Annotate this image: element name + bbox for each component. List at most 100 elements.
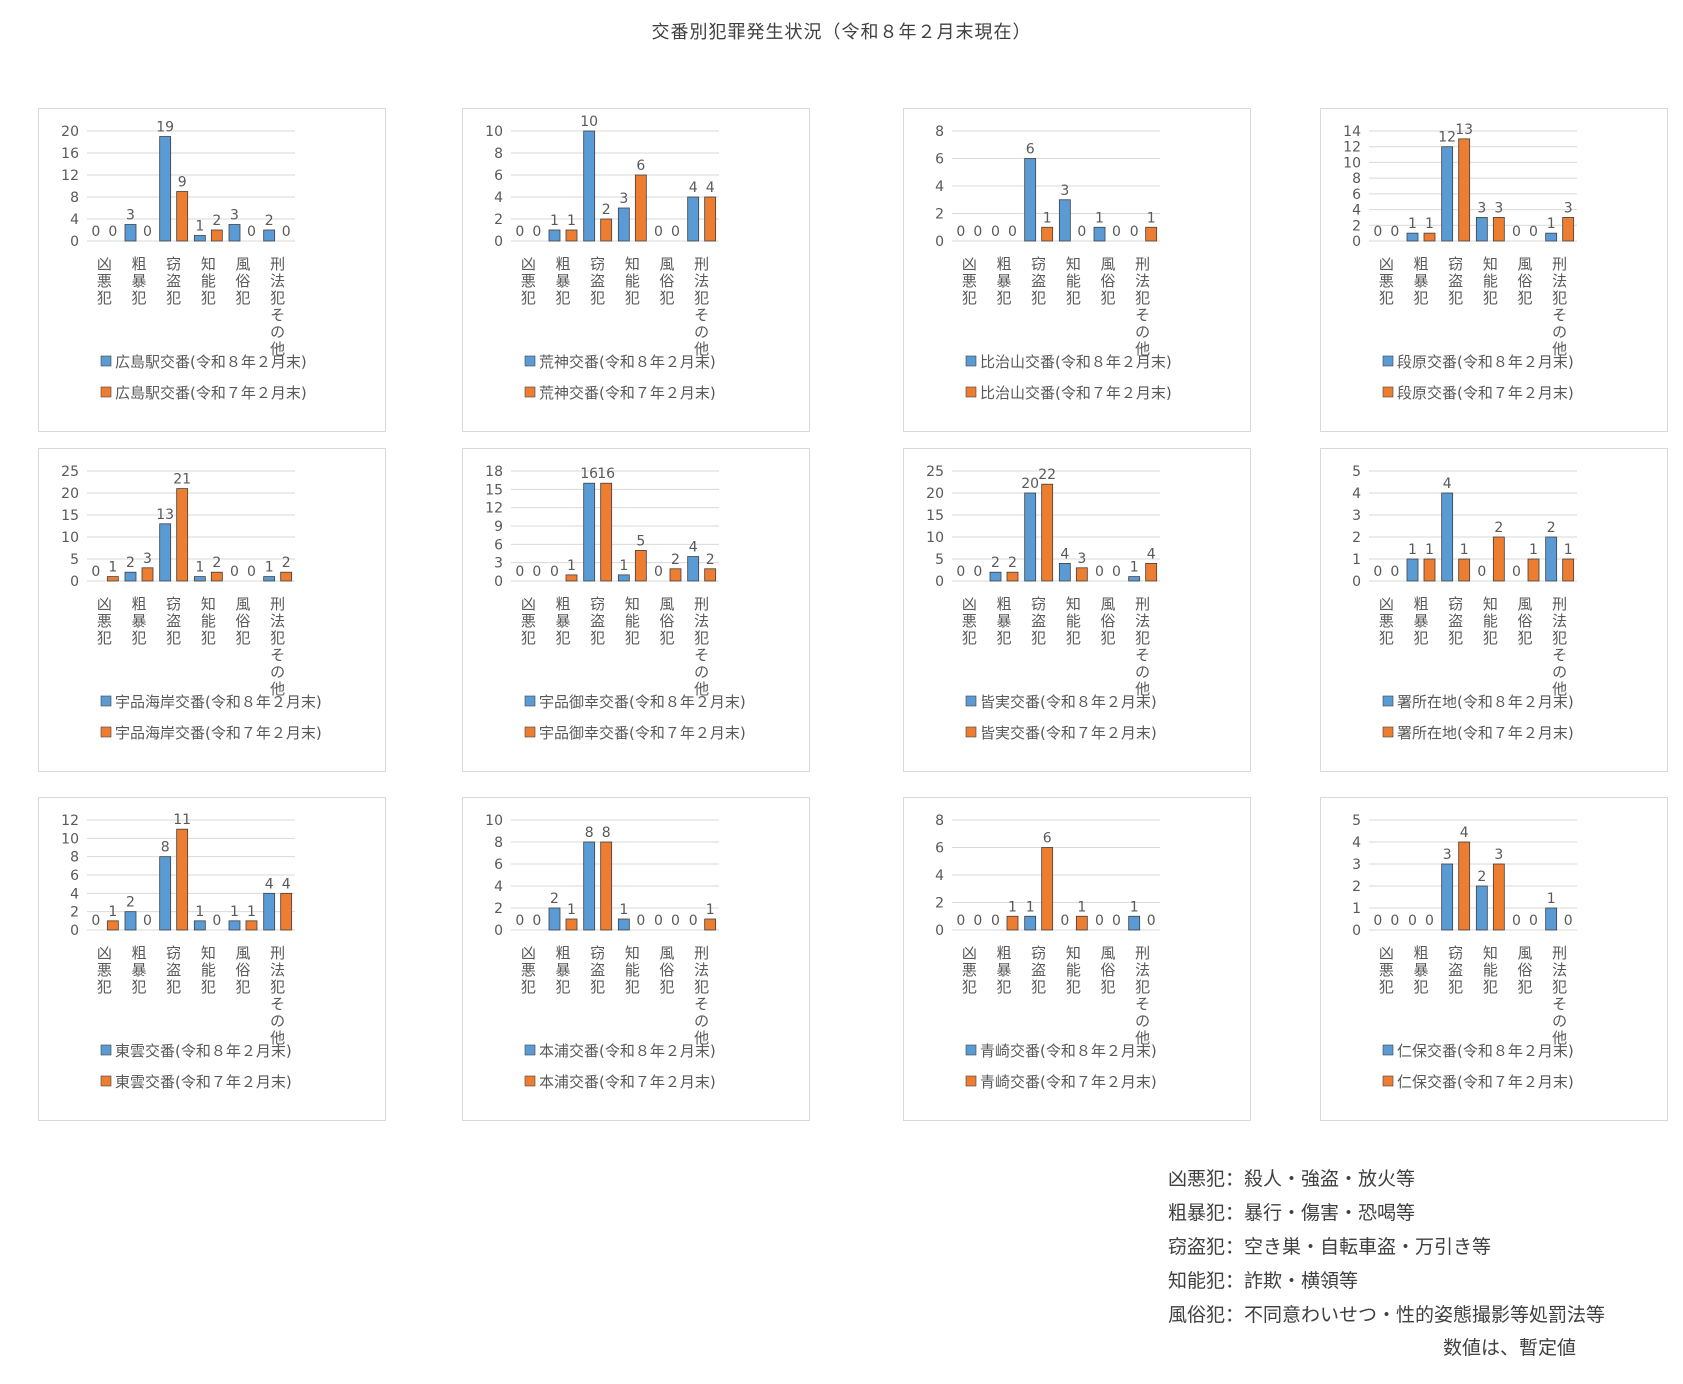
y-tick-label: 16 — [61, 146, 79, 162]
y-tick-label: 2 — [935, 207, 944, 223]
bar-previous — [176, 828, 189, 931]
bar-previous — [704, 196, 717, 242]
data-label: 12 — [1438, 130, 1456, 146]
legend-label: 宇品海岸交番(令和７年２月末) — [115, 724, 322, 742]
y-tick-label: 20 — [61, 486, 79, 502]
bar-current — [548, 907, 561, 931]
data-label: 2 — [265, 213, 274, 229]
category-label: 風俗犯 — [659, 944, 674, 996]
category-label: 風俗犯 — [1517, 595, 1532, 647]
bar-previous — [600, 841, 613, 931]
data-label: 3 — [1077, 551, 1086, 567]
bar-previous — [106, 576, 119, 582]
data-label: 1 — [1095, 210, 1104, 226]
y-tick-label: 5 — [1352, 813, 1361, 829]
data-label: 1 — [108, 904, 117, 920]
legend-swatch-current — [965, 1044, 977, 1056]
data-label: 1 — [1147, 210, 1156, 226]
legend-label: 仁保交番(令和７年２月末) — [1397, 1073, 1574, 1091]
category-label: 凶悪犯 — [97, 944, 112, 996]
bar-current — [1093, 226, 1106, 242]
data-label: 0 — [654, 224, 663, 240]
data-label: 1 — [247, 904, 256, 920]
bar-current — [228, 920, 241, 931]
data-label: 0 — [1408, 913, 1417, 929]
data-label: 4 — [1443, 476, 1452, 492]
data-label: 10 — [580, 114, 598, 130]
data-label: 1 — [1425, 542, 1434, 558]
legend-label: 皆実交番(令和７年２月末) — [980, 724, 1157, 742]
category-label: 知能犯 — [201, 944, 216, 996]
legend-swatch-current — [524, 355, 536, 367]
data-label: 1 — [1077, 899, 1086, 915]
bar-previous — [1492, 536, 1505, 582]
category-label: 知能犯 — [1066, 595, 1081, 647]
bar-previous — [600, 482, 613, 582]
bar-current — [263, 229, 276, 242]
y-tick-label: 3 — [494, 556, 503, 572]
chart-panel: 0 4 8 12 16 20 0 0 凶悪犯 3 0 粗暴犯 19 9 窃盗犯 1 2 知能犯 3 0 風俗犯 2 0 刑法犯… — [38, 108, 386, 432]
bar-current — [228, 224, 241, 242]
bar-current — [583, 841, 596, 931]
y-tick-label: 6 — [935, 152, 944, 168]
data-label: 4 — [1460, 825, 1469, 841]
data-label: 0 — [143, 913, 152, 929]
data-label: 0 — [1529, 913, 1538, 929]
data-label: 11 — [173, 812, 191, 828]
data-label: 2 — [1547, 520, 1556, 536]
category-label: 知能犯 — [201, 255, 216, 307]
y-tick-label: 1 — [1352, 552, 1361, 568]
y-tick-label: 0 — [494, 234, 503, 250]
data-label: 0 — [282, 224, 291, 240]
y-tick-label: 6 — [494, 168, 503, 184]
legend-label: 宇品御幸交番(令和７年２月末) — [539, 724, 746, 742]
data-label: 1 — [1425, 216, 1434, 232]
y-tick-label: 8 — [70, 850, 79, 866]
page-title: 交番別犯罪発生状況（令和８年２月末現在） — [651, 22, 1032, 43]
data-label: 2 — [126, 555, 135, 571]
bar-previous — [1006, 915, 1019, 931]
legend-swatch-previous — [524, 386, 536, 398]
category-label: 窃盗犯 — [1448, 944, 1463, 996]
category-label: 粗暴犯 — [996, 944, 1011, 996]
y-tick-label: 8 — [935, 124, 944, 140]
data-label: 0 — [671, 913, 680, 929]
bar-current — [124, 571, 137, 582]
y-tick-label: 4 — [1352, 835, 1361, 851]
data-label: 3 — [1494, 200, 1503, 216]
bar-previous — [280, 571, 293, 582]
legend-label: 本浦交番(令和８年２月末) — [539, 1042, 716, 1060]
data-label: 1 — [567, 213, 576, 229]
data-label: 0 — [1529, 224, 1538, 240]
category-label: 刑法犯その他 — [1135, 944, 1150, 1047]
category-label: 凶悪犯 — [97, 595, 112, 647]
data-label: 1 — [1547, 216, 1556, 232]
y-tick-label: 0 — [494, 923, 503, 939]
y-tick-label: 10 — [926, 530, 944, 546]
data-label: 0 — [1390, 913, 1399, 929]
legend-label: 宇品海岸交番(令和８年２月末) — [115, 693, 322, 711]
data-label: 0 — [973, 913, 982, 929]
category-label: 窃盗犯 — [590, 255, 605, 307]
category-label: 風俗犯 — [235, 595, 250, 647]
bar-current — [1058, 563, 1071, 582]
y-tick-label: 1 — [1352, 901, 1361, 917]
data-label: 3 — [1564, 200, 1573, 216]
bar-previous — [1423, 558, 1436, 582]
bar-previous — [1006, 571, 1019, 582]
bar-current — [1128, 915, 1141, 931]
data-label: 0 — [1512, 913, 1521, 929]
chart-panel: 0 2 4 6 8 10 12 14 0 0 凶悪犯 1 1 粗暴犯 12 13 窃盗犯 3 3 知能犯 0 0 風俗犯 1 3… — [1320, 108, 1668, 432]
category-label: 凶悪犯 — [1379, 255, 1394, 307]
y-tick-label: 4 — [1352, 486, 1361, 502]
bar-current — [548, 229, 561, 242]
y-tick-label: 10 — [485, 813, 503, 829]
data-label: 0 — [515, 913, 524, 929]
data-label: 0 — [973, 564, 982, 580]
category-label: 刑法犯その他 — [1552, 944, 1567, 1047]
category-label: 風俗犯 — [1517, 255, 1532, 307]
